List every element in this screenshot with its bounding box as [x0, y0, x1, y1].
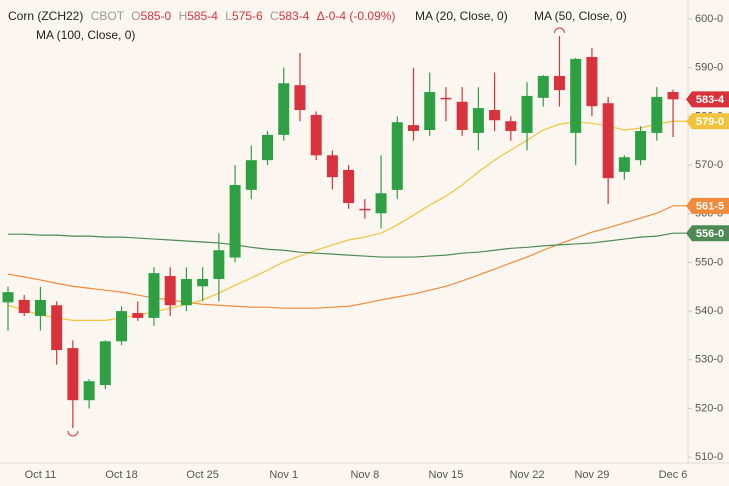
ohlc-key: H	[179, 9, 188, 23]
candle-body	[375, 193, 387, 214]
candle-body	[635, 130, 647, 161]
x-tick-label: Nov 29	[574, 469, 609, 481]
candle-body	[326, 155, 338, 178]
candle-body	[456, 101, 468, 130]
candle-body	[148, 273, 160, 318]
ohlc-value: 585-0	[141, 9, 172, 23]
candle-body	[408, 125, 419, 131]
candle-body	[424, 92, 436, 130]
candle-body	[278, 83, 290, 135]
exchange: CBOT	[91, 9, 125, 23]
y-tick-label: 570-0	[695, 159, 723, 171]
y-tick-label: 510-0	[695, 451, 723, 463]
x-tick-label: Nov 15	[429, 469, 464, 481]
ma-line	[8, 232, 688, 258]
candle-body	[618, 157, 630, 172]
y-tick-label: 550-0	[695, 256, 723, 268]
candle-body	[586, 56, 598, 107]
candle-body	[521, 95, 533, 133]
candle-body	[34, 299, 46, 316]
candle-body	[229, 185, 241, 258]
y-tick-label: 540-0	[695, 305, 723, 317]
candle-body	[391, 122, 403, 190]
high-marker	[553, 27, 565, 34]
candle-body	[537, 75, 549, 98]
price-tag-label: 556-0	[696, 228, 724, 240]
y-tick-label: 530-0	[695, 354, 723, 366]
price-tag	[686, 113, 729, 130]
candle-body	[570, 58, 582, 133]
candle-body	[651, 96, 663, 133]
candle-body	[440, 97, 452, 100]
candle-body	[197, 278, 209, 287]
candle-body	[667, 92, 679, 100]
price-tag	[686, 225, 729, 242]
low-marker	[67, 430, 79, 437]
candle-body	[2, 292, 14, 303]
ohlc-key: O	[131, 9, 140, 23]
candle-body	[116, 311, 128, 342]
candle-body	[51, 305, 63, 351]
legend-entry: MA (20, Close, 0)	[415, 9, 508, 23]
y-tick-label: 600-0	[695, 13, 723, 25]
candle-body	[132, 313, 144, 318]
price-tag-label: 579-0	[696, 116, 724, 128]
price-tag-label: 583-4	[696, 94, 725, 106]
candle-body	[164, 276, 176, 306]
candle-body	[505, 121, 517, 131]
ohlc-key: C	[270, 9, 279, 23]
candle-body	[359, 208, 371, 211]
candle-body	[294, 85, 306, 111]
candle-body	[343, 169, 355, 204]
x-tick-label: Oct 11	[25, 469, 57, 481]
ohlc-key: L	[225, 9, 232, 23]
x-tick-label: Nov 1	[269, 469, 298, 481]
candle-body	[83, 381, 95, 401]
ma-line	[7, 205, 688, 309]
legend-entry: MA (50, Close, 0)	[534, 9, 627, 23]
candle-body	[180, 278, 192, 306]
header: Corn (ZCH22) CBOT O585-0 H585-4 L575-6 C…	[8, 9, 627, 42]
y-tick-label: 590-0	[695, 62, 723, 74]
candle-body	[18, 299, 30, 314]
candle-body	[262, 134, 274, 161]
candle-body	[99, 341, 111, 386]
ohlc-value: 583-4	[279, 9, 310, 23]
candle-body	[472, 108, 484, 133]
candle-body	[67, 348, 79, 401]
candle-body	[213, 250, 225, 279]
y-tick-label: 520-0	[695, 402, 723, 414]
candle-body	[245, 160, 257, 190]
header-line: Corn (ZCH22) CBOT O585-0 H585-4 L575-6 C…	[8, 9, 395, 23]
x-tick-label: Oct 18	[105, 469, 137, 481]
candle-body	[602, 103, 614, 179]
ohlc-value: 575-6	[232, 9, 263, 23]
price-tag	[686, 91, 729, 108]
price-tag	[686, 197, 729, 214]
price-tag-label: 561-5	[696, 201, 724, 213]
symbol: Corn (ZCH22)	[8, 9, 83, 23]
ohlc-value: 585-4	[187, 9, 218, 23]
x-tick-label: Nov 8	[350, 469, 379, 481]
candle-body	[310, 114, 322, 156]
legend-entry: MA (100, Close, 0)	[36, 28, 135, 42]
x-tick-label: Nov 22	[510, 469, 545, 481]
candle-body	[553, 75, 565, 91]
x-tick-label: Oct 25	[186, 469, 218, 481]
change: Δ-0-4 (-0.09%)	[317, 9, 396, 23]
x-tick-label: Dec 6	[659, 469, 688, 481]
candle-body	[489, 110, 501, 121]
